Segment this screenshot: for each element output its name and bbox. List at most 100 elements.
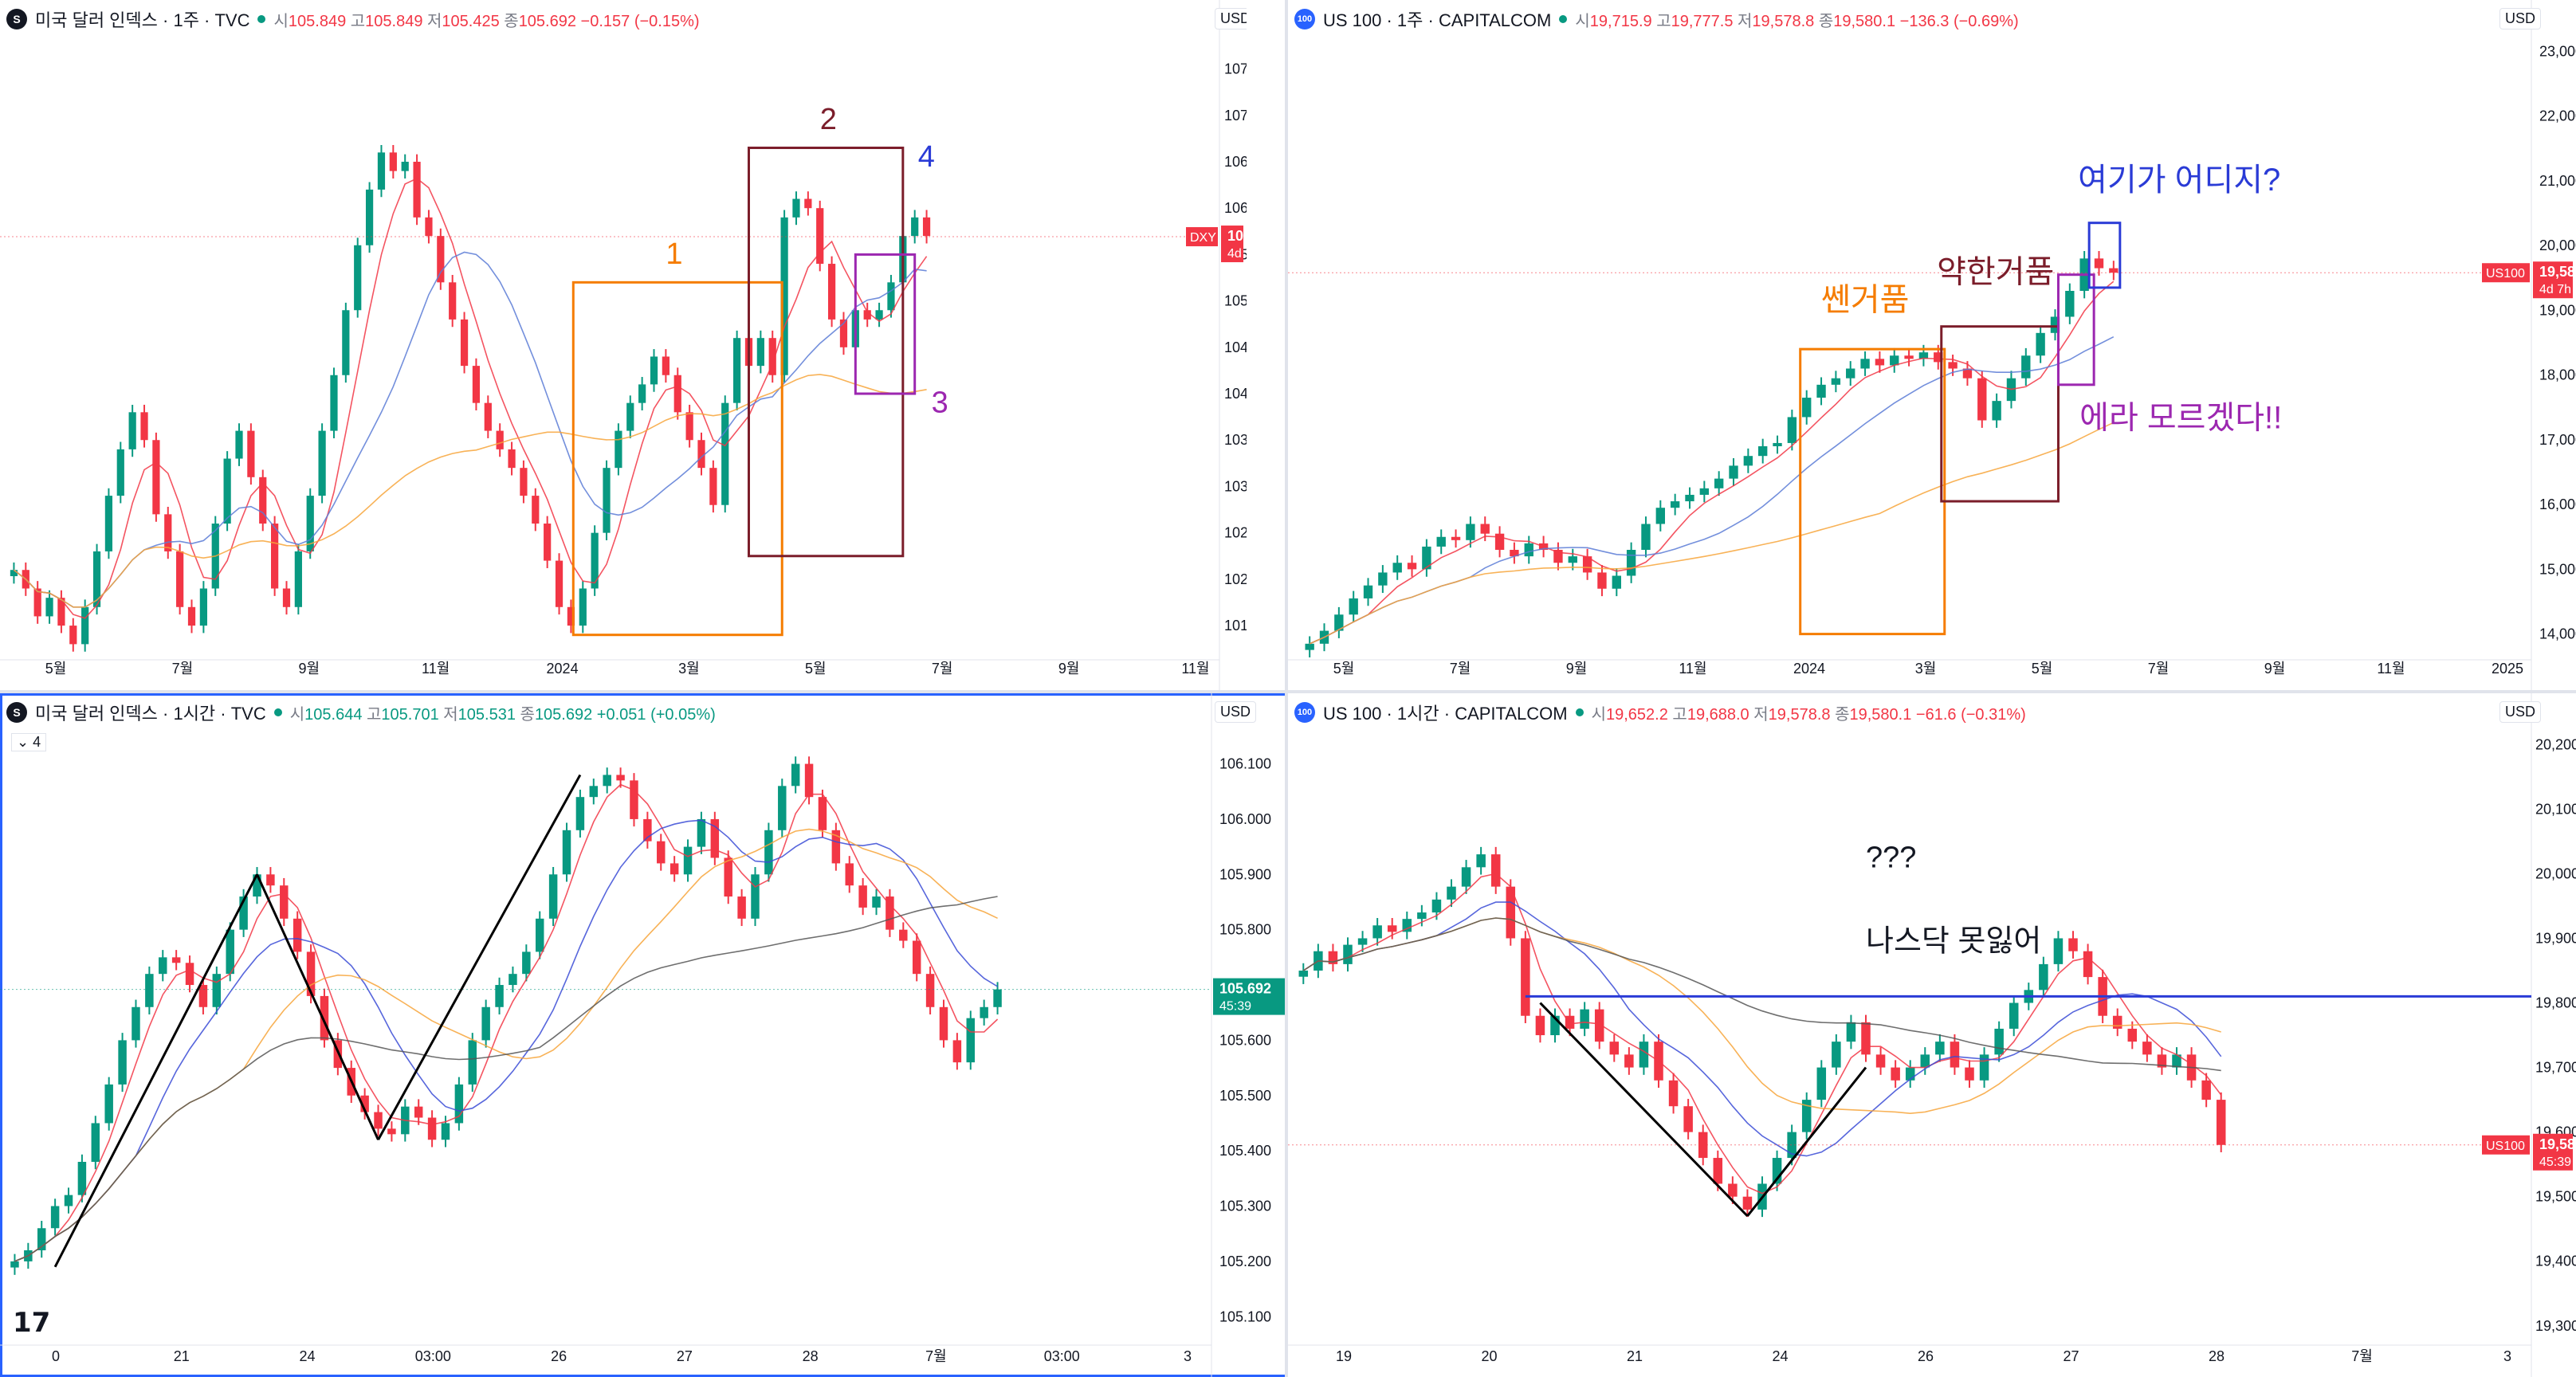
candle-body xyxy=(187,606,196,626)
chart-canvas[interactable]: 20,200.0 20,100.0 20,000.0 19,900.0 19,800.0… xyxy=(1288,693,2576,1377)
price-tick-label: 103.500 xyxy=(1224,432,1247,448)
price-tick-label: 105.500 xyxy=(1219,1088,1271,1104)
symbol-tag-label: US100 xyxy=(2486,267,2525,280)
candle-body xyxy=(1655,508,1665,524)
price-tick-label: 105.900 xyxy=(1219,866,1271,882)
ohlc-values: 시105.644 고105.701 저105.531 종105.692 +0.0… xyxy=(289,705,716,724)
moving-average-line xyxy=(13,374,927,608)
annotation-question: ??? xyxy=(1866,841,1916,874)
time-tick-label: 7월 xyxy=(1450,661,1471,677)
candle-body xyxy=(50,1206,60,1229)
candle-body xyxy=(818,797,827,830)
chart-canvas[interactable]: 23,000.0 22,000.0 21,000.0 20,000.0 19,000.0… xyxy=(1288,0,2576,690)
price-tick-label: 19,800.0 xyxy=(2535,995,2576,1011)
candle-body xyxy=(778,786,787,830)
candle-body xyxy=(427,1117,437,1140)
chart-canvas[interactable]: 107.500107.000106.500106.000105.500105.0… xyxy=(0,0,1247,690)
last-price-tag-value: 19,580.1 xyxy=(2539,1136,2576,1152)
symbol-title[interactable]: US 100 · 1시간 · CAPITALCOM xyxy=(1323,704,1568,724)
candle-body xyxy=(472,366,481,403)
candle-body xyxy=(253,874,261,897)
candle-body xyxy=(887,282,895,311)
currency-button[interactable]: USD xyxy=(1215,701,1257,723)
annotation-nasdaq: 나스닥 못잃어 xyxy=(1866,925,2041,959)
time-tick-label: 2025 xyxy=(2492,661,2523,677)
moving-average-line xyxy=(1302,917,2221,1072)
time-tick-label: 11월 xyxy=(1679,661,1706,677)
chart-pane-dxy-hourly[interactable]: 106.100106.000105.900105.800105.700105.6… xyxy=(0,693,1288,1377)
symbol-title[interactable]: US 100 · 1주 · CAPITALCOM xyxy=(1323,10,1552,30)
symbol-badge: 100 xyxy=(1294,702,1315,723)
candle-body xyxy=(377,152,386,190)
annotation-1: 1 xyxy=(666,237,682,271)
time-tick-label: 9월 xyxy=(1566,661,1588,677)
time-tick-label: 5월 xyxy=(805,661,827,677)
candle-body xyxy=(589,786,599,798)
trend-line xyxy=(377,774,582,1140)
pane-divider-horizontal[interactable] xyxy=(0,690,2576,693)
time-tick-label: 24 xyxy=(1772,1348,1788,1364)
moving-average-line xyxy=(13,251,927,608)
annotation-2: 2 xyxy=(820,103,837,136)
candle-body xyxy=(1729,465,1738,479)
last-price-tag-bg xyxy=(1221,226,1243,263)
currency-button[interactable]: USD xyxy=(1215,8,1247,29)
candle-body xyxy=(437,236,445,283)
time-tick-label: 3 xyxy=(1184,1348,1192,1364)
symbol-title[interactable]: 미국 달러 인덱스 · 1주 · TVC xyxy=(35,10,250,30)
symbol-tag-label: DXY xyxy=(1190,231,1216,245)
box-dont-know xyxy=(2056,273,2095,386)
price-tick-label: 105.000 xyxy=(1224,293,1247,309)
chart-pane-us100-weekly[interactable]: 23,000.0 22,000.0 21,000.0 20,000.0 19,000.0… xyxy=(1288,0,2576,690)
candle-body xyxy=(360,1095,369,1112)
chart-pane-us100-hourly[interactable]: 20,200.0 20,100.0 20,000.0 19,900.0 19,800.0… xyxy=(1288,693,2576,1377)
candle-body xyxy=(2094,258,2104,269)
candle-body xyxy=(1994,1028,2004,1055)
candle-body xyxy=(414,1106,423,1118)
candle-body xyxy=(2068,938,2078,951)
chart-pane-dxy-weekly[interactable]: 107.500107.000106.500106.000105.500105.0… xyxy=(0,0,1247,690)
candle-body xyxy=(128,412,136,449)
box-2 xyxy=(747,147,905,558)
price-tick-label: 106.000 xyxy=(1219,811,1271,827)
price-tick-label: 104.000 xyxy=(1224,386,1247,402)
candle-body xyxy=(733,338,741,403)
price-tick-label: 20,200.0 xyxy=(2535,736,2576,752)
currency-button[interactable]: USD xyxy=(2499,8,2542,29)
tradingview-logo: 17 xyxy=(13,1307,51,1339)
candle-body xyxy=(532,496,540,524)
currency-button[interactable]: USD xyxy=(2499,701,2542,723)
time-tick-label: 5월 xyxy=(45,661,67,677)
candle-body xyxy=(697,818,706,847)
candle-body xyxy=(104,496,113,551)
candle-body xyxy=(724,857,732,897)
trend-line xyxy=(53,873,258,1268)
candle-body xyxy=(1860,359,1870,369)
pane-divider-vertical[interactable] xyxy=(1285,0,1288,1377)
symbol-title[interactable]: 미국 달러 인덱스 · 1시간 · TVC xyxy=(35,704,266,724)
candle-body xyxy=(1639,1042,1649,1068)
candle-body xyxy=(1343,944,1353,964)
candle-body xyxy=(460,319,469,367)
candle-body xyxy=(2201,1080,2211,1100)
time-tick-label: 24 xyxy=(300,1348,316,1364)
indicator-legend-toggle[interactable]: ⌄ 4 xyxy=(11,733,47,751)
candle-body xyxy=(1506,886,1516,939)
last-price-tag-value: 105.692 xyxy=(1219,981,1271,997)
chart-canvas[interactable]: 106.100106.000105.900105.800105.700105.6… xyxy=(0,693,1288,1377)
candle-body xyxy=(425,217,433,237)
last-price-countdown: 4d 7h xyxy=(2539,283,2571,296)
candle-body xyxy=(1641,524,1651,550)
candle-body xyxy=(1816,1067,1827,1100)
symbol-tag-bg xyxy=(1186,227,1218,247)
candle-body xyxy=(1816,384,1826,398)
candle-body xyxy=(1861,1022,1871,1055)
price-tick-label: 104.500 xyxy=(1224,339,1247,355)
time-tick-label: 21 xyxy=(1627,1348,1643,1364)
candle-body xyxy=(555,560,564,607)
candle-body xyxy=(280,885,289,919)
candle-body xyxy=(1948,362,1958,369)
candle-body xyxy=(1714,478,1724,488)
candle-body xyxy=(1510,550,1519,557)
candle-body xyxy=(1670,501,1680,508)
